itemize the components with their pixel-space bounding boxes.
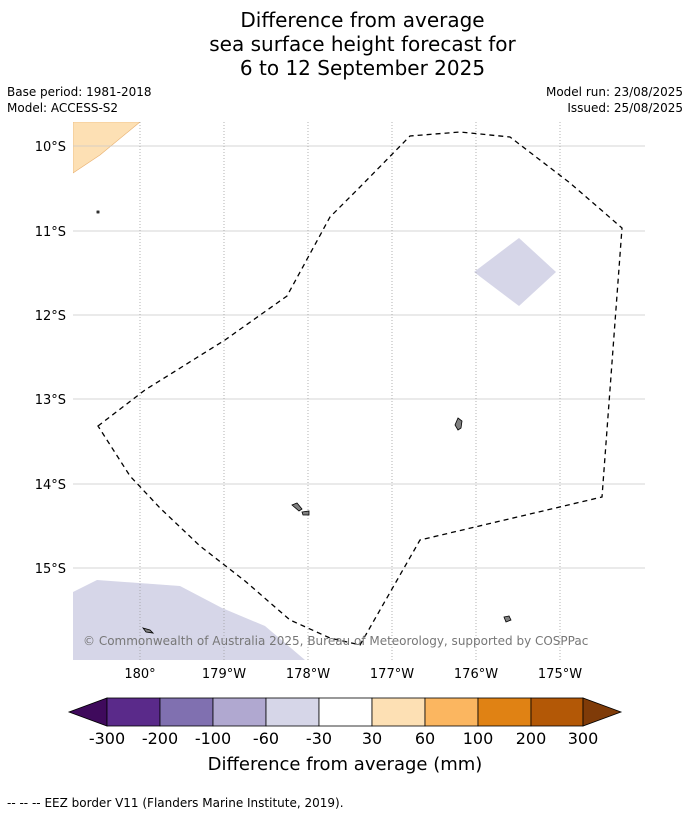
colorbar-segment xyxy=(212,697,267,727)
lon-label: 177°W xyxy=(370,667,414,682)
eez-legend-text: EEZ border V11 (Flanders Marine Institut… xyxy=(44,796,344,810)
lon-label: 178°W xyxy=(286,667,330,682)
colorbar-segment xyxy=(318,697,373,727)
map-title: Difference from average sea surface heig… xyxy=(0,8,690,80)
colorbar-extend-high xyxy=(582,697,623,727)
colorbar-segment xyxy=(159,697,214,727)
colorbar-tick-label: 300 xyxy=(568,729,599,748)
colorbar-tick-label: -60 xyxy=(253,729,279,748)
land-islands xyxy=(96,210,512,634)
lat-label: 15°S xyxy=(35,562,66,577)
colorbar-segment xyxy=(371,697,426,727)
meta-left: Base period: 1981-2018 Model: ACCESS-S2 xyxy=(7,84,152,116)
lat-label: 13°S xyxy=(35,393,66,408)
lon-label: 179°W xyxy=(202,667,246,682)
latitude-labels: 10°S 11°S 12°S 13°S 14°S 15°S xyxy=(35,140,66,577)
colorbar-extend-low xyxy=(67,697,108,727)
anomaly-fill-negative-southwest xyxy=(73,580,305,660)
colorbar-segment xyxy=(530,697,584,727)
colorbar-tick-label: 60 xyxy=(415,729,435,748)
lon-label: 180° xyxy=(124,667,155,682)
longitude-gridlines xyxy=(139,122,561,660)
issued-date: Issued: 25/08/2025 xyxy=(567,101,683,115)
colorbar-segment xyxy=(265,697,320,727)
island-futuna xyxy=(291,502,303,512)
copyright-notice: © Commonwealth of Australia 2025, Bureau… xyxy=(83,634,588,648)
island-southwest xyxy=(141,627,155,634)
latitude-gridlines xyxy=(73,145,645,569)
lat-label: 10°S xyxy=(35,140,66,155)
colorbar-tick-label: 200 xyxy=(516,729,547,748)
colorbar-segment xyxy=(424,697,479,727)
lat-label: 11°S xyxy=(35,225,66,240)
meta-right: Model run: 23/08/2025 Issued: 25/08/2025 xyxy=(546,84,683,116)
base-period: Base period: 1981-2018 xyxy=(7,85,152,99)
island-niuafoou xyxy=(503,615,512,623)
longitude-labels: 180° 179°W 178°W 177°W 176°W 175°W xyxy=(124,667,582,682)
colorbar-tick-label: 30 xyxy=(362,729,382,748)
eez-legend-symbol: -- -- -- xyxy=(7,796,41,810)
colorbar-segment xyxy=(477,697,532,727)
title-line-2: sea surface height forecast for xyxy=(209,32,516,56)
colorbar-tick-label: -100 xyxy=(195,729,231,748)
island-uvea xyxy=(454,417,463,431)
colorbar-tick-label: -30 xyxy=(306,729,332,748)
lat-label: 12°S xyxy=(35,309,66,324)
eez-legend: -- -- -- EEZ border V11 (Flanders Marine… xyxy=(7,796,344,810)
colorbar: -300 -200 -100 -60 -30 30 60 100 200 300… xyxy=(67,697,623,775)
model-name: Model: ACCESS-S2 xyxy=(7,101,119,115)
anomaly-fill-negative-east xyxy=(474,238,556,306)
title-line-1: Difference from average xyxy=(240,8,485,32)
colorbar-tick-label: -200 xyxy=(142,729,178,748)
eez-border xyxy=(97,131,623,646)
island-alofi xyxy=(301,510,310,516)
anomaly-fill-positive xyxy=(73,122,141,174)
colorbar-ticks: -300 -200 -100 -60 -30 30 60 100 200 300 xyxy=(89,729,598,748)
map-panel: © Commonwealth of Australia 2025, Bureau… xyxy=(73,122,645,660)
model-run: Model run: 23/08/2025 xyxy=(545,85,683,99)
title-line-3: 6 to 12 September 2025 xyxy=(239,56,486,80)
lon-label: 175°W xyxy=(538,667,582,682)
colorbar-tick-label: 100 xyxy=(463,729,494,748)
colorbar-label: Difference from average (mm) xyxy=(208,754,483,775)
lon-label: 176°W xyxy=(454,667,498,682)
colorbar-segment xyxy=(106,697,161,727)
islet-northwest xyxy=(96,210,100,214)
colorbar-tick-label: -300 xyxy=(89,729,125,748)
lat-label: 14°S xyxy=(35,478,66,493)
